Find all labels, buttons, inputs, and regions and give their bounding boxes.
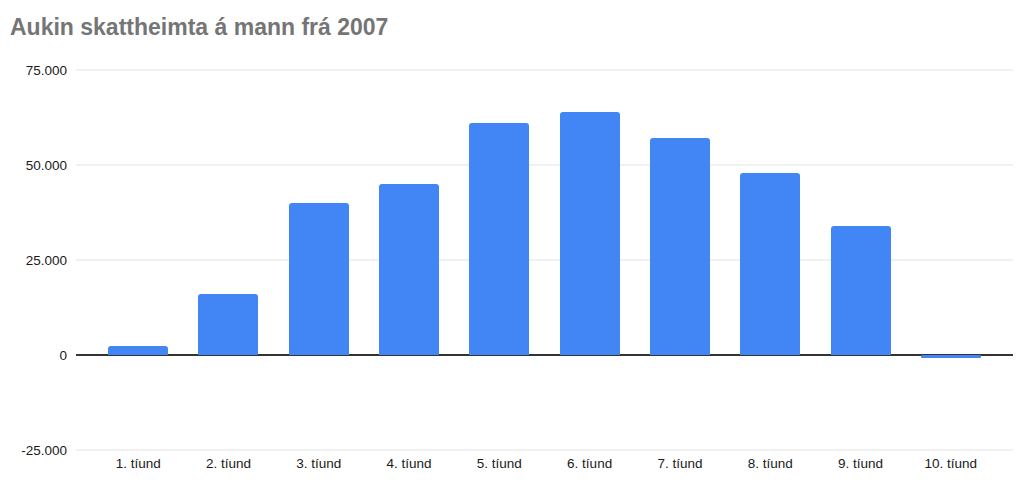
bar-slot bbox=[815, 70, 905, 355]
plot-area bbox=[76, 70, 1013, 450]
x-tick-label: 5. tíund bbox=[454, 456, 544, 471]
bar-slot bbox=[544, 70, 634, 355]
x-tick-label: 4. tíund bbox=[364, 456, 454, 471]
bar-slot bbox=[725, 70, 815, 355]
gridline bbox=[76, 450, 1013, 451]
bar-slot bbox=[183, 70, 273, 355]
bar bbox=[650, 138, 710, 355]
chart-title: Aukin skattheimta á mann frá 2007 bbox=[10, 13, 388, 41]
x-tick-label: 2. tíund bbox=[183, 456, 273, 471]
bar-slot bbox=[93, 70, 183, 355]
bar bbox=[198, 294, 258, 355]
bar-slot bbox=[274, 70, 364, 355]
y-tick-label: 50.000 bbox=[26, 158, 67, 173]
y-tick-label: 0 bbox=[59, 348, 67, 363]
bar-slot bbox=[454, 70, 544, 355]
x-tick-label: 3. tíund bbox=[274, 456, 364, 471]
bar bbox=[740, 173, 800, 355]
bar-slot bbox=[364, 70, 454, 355]
x-tick-label: 9. tíund bbox=[815, 456, 905, 471]
x-tick-label: 6. tíund bbox=[544, 456, 634, 471]
bar-slot bbox=[906, 70, 996, 355]
x-tick-label: 1. tíund bbox=[93, 456, 183, 471]
bar bbox=[921, 355, 981, 358]
bar bbox=[108, 346, 168, 356]
y-axis-labels: 75.00050.00025.0000-25.000 bbox=[0, 70, 67, 450]
bar-chart: Aukin skattheimta á mann frá 2007 75.000… bbox=[0, 0, 1024, 489]
bar bbox=[560, 112, 620, 355]
y-tick-label: 25.000 bbox=[26, 253, 67, 268]
bar bbox=[831, 226, 891, 355]
y-tick-label: 75.000 bbox=[26, 63, 67, 78]
x-tick-label: 7. tíund bbox=[635, 456, 725, 471]
bars-area bbox=[93, 70, 996, 355]
x-tick-label: 8. tíund bbox=[725, 456, 815, 471]
bar bbox=[469, 123, 529, 355]
x-tick-label: 10. tíund bbox=[906, 456, 996, 471]
y-tick-label: -25.000 bbox=[21, 443, 67, 458]
bar bbox=[289, 203, 349, 355]
x-axis-labels: 1. tíund2. tíund3. tíund4. tíund5. tíund… bbox=[93, 456, 996, 471]
bar-slot bbox=[635, 70, 725, 355]
bar bbox=[379, 184, 439, 355]
